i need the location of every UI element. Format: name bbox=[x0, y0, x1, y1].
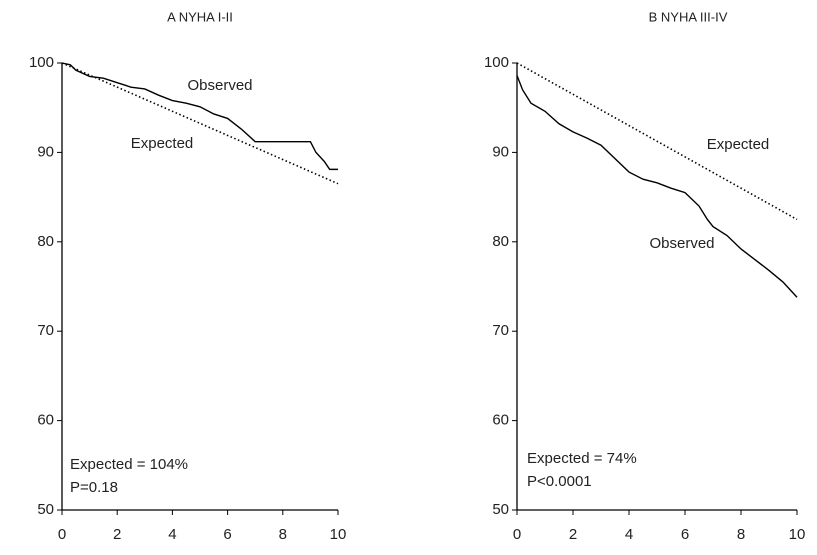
annotation: P<0.0001 bbox=[527, 473, 592, 490]
series-label: Expected bbox=[707, 136, 770, 153]
y-tick-label: 60 bbox=[492, 412, 509, 429]
y-tick-label: 90 bbox=[492, 143, 509, 160]
y-tick-label: 50 bbox=[492, 501, 509, 518]
series-label: Observed bbox=[187, 77, 252, 94]
x-tick-label: 6 bbox=[223, 526, 231, 543]
series-label: Expected bbox=[131, 135, 194, 152]
y-tick-label: 100 bbox=[29, 54, 54, 71]
y-tick-label: 60 bbox=[37, 412, 54, 429]
x-tick-label: 8 bbox=[279, 526, 287, 543]
y-tick-label: 50 bbox=[37, 501, 54, 518]
chart-title: B NYHA III-IV bbox=[649, 9, 728, 24]
annotation: Expected = 104% bbox=[70, 456, 188, 473]
x-tick-label: 8 bbox=[737, 526, 745, 543]
chart-title: A NYHA I-II bbox=[167, 9, 233, 24]
x-tick-label: 10 bbox=[789, 526, 806, 543]
y-tick-label: 80 bbox=[492, 233, 509, 250]
x-tick-label: 2 bbox=[113, 526, 121, 543]
x-tick-label: 2 bbox=[569, 526, 577, 543]
y-tick-label: 90 bbox=[37, 143, 54, 160]
series-label: Observed bbox=[649, 235, 714, 252]
series-line bbox=[516, 75, 798, 298]
y-tick-label: 70 bbox=[37, 322, 54, 339]
y-tick-label: 70 bbox=[492, 322, 509, 339]
x-tick-label: 6 bbox=[681, 526, 689, 543]
y-tick-label: 80 bbox=[37, 233, 54, 250]
annotation: P=0.18 bbox=[70, 479, 118, 496]
annotation: Expected = 74% bbox=[527, 450, 637, 467]
series-line bbox=[516, 62, 798, 221]
x-tick-label: 4 bbox=[625, 526, 633, 543]
x-tick-label: 4 bbox=[168, 526, 176, 543]
x-tick-label: 10 bbox=[330, 526, 347, 543]
x-tick-label: 0 bbox=[58, 526, 66, 543]
x-tick-label: 0 bbox=[513, 526, 521, 543]
y-tick-label: 100 bbox=[484, 54, 509, 71]
